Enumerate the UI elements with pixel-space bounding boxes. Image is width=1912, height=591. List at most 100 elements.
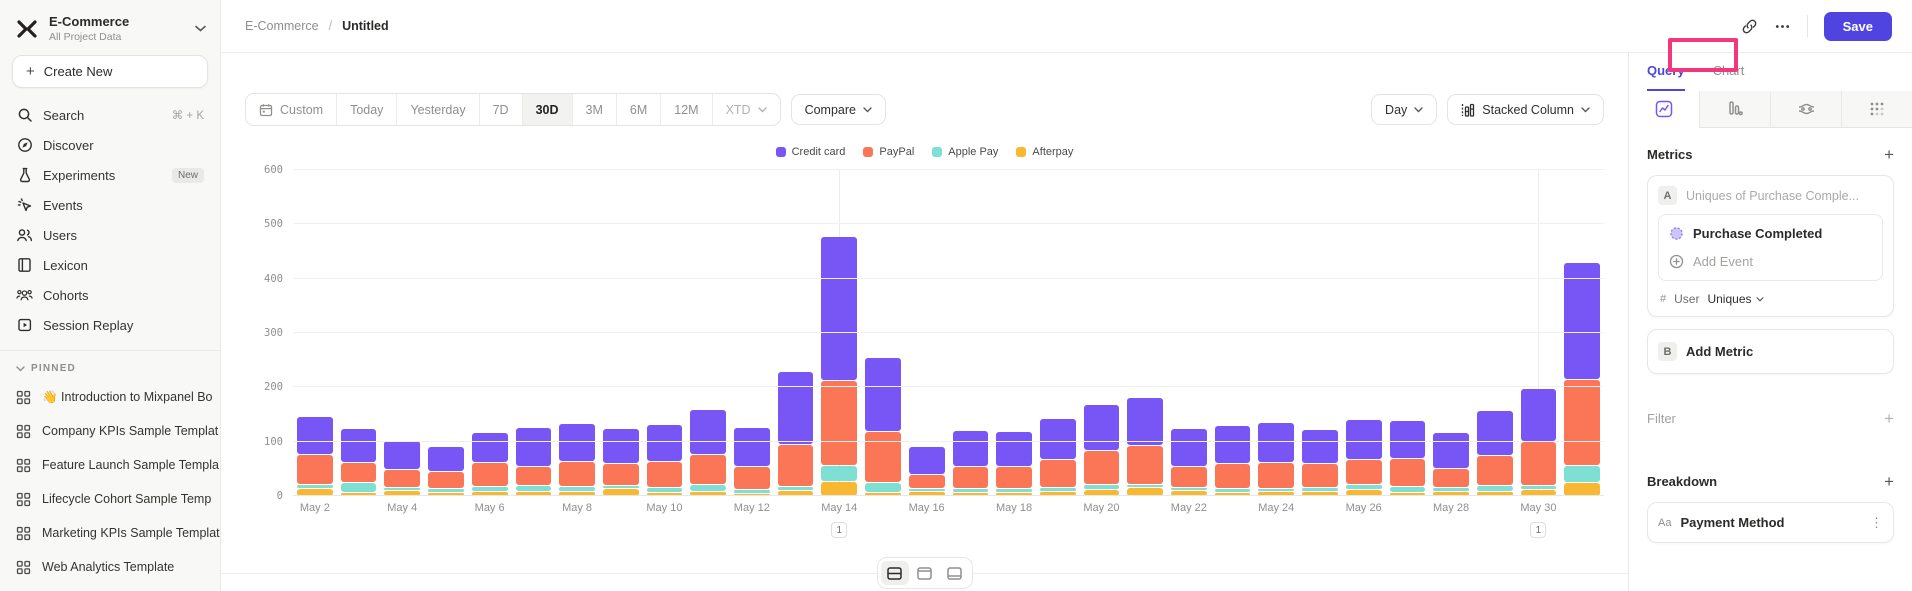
layout-chart-only-button[interactable] <box>911 561 939 585</box>
bar-may-26[interactable] <box>1342 419 1386 496</box>
date-range-7d[interactable]: 7D <box>478 94 522 125</box>
breakdown-card[interactable]: Aa Payment Method ⋮ <box>1647 502 1894 543</box>
more-options-icon[interactable] <box>1774 18 1791 35</box>
tab-insights[interactable] <box>1629 91 1699 128</box>
chart-type-dropdown[interactable]: Stacked Column <box>1447 94 1604 125</box>
event-selector[interactable]: Purchase Completed Add Event <box>1658 214 1883 281</box>
bar-may-5[interactable] <box>424 447 468 496</box>
bar-may-20[interactable] <box>1080 404 1124 496</box>
add-breakdown-plus-icon[interactable]: + <box>1884 472 1894 491</box>
toolbar-left: Custom Today Yesterday 7D 30D 3M 6M 12M XTD Comp… <box>245 93 886 126</box>
sidebar-item-events[interactable]: Events <box>0 190 220 220</box>
bar-may-19[interactable] <box>1036 419 1080 496</box>
bar-may-24[interactable] <box>1254 423 1298 496</box>
bar-may-17[interactable] <box>949 431 993 496</box>
date-range-3m[interactable]: 3M <box>571 94 616 125</box>
new-badge: New <box>171 167 204 183</box>
bar-may-10[interactable] <box>643 424 687 496</box>
bar-may-21[interactable] <box>1123 397 1167 496</box>
save-button[interactable]: Save <box>1823 11 1892 41</box>
board-grid-icon <box>16 424 32 439</box>
bar-may-28[interactable] <box>1429 432 1473 496</box>
bar-may-30[interactable] <box>1517 389 1561 496</box>
metric-card-a[interactable]: A Uniques of Purchase Comple... Purchase… <box>1647 175 1894 317</box>
bar-segment-afterpay <box>865 492 901 496</box>
date-range-yesterday[interactable]: Yesterday <box>396 94 478 125</box>
add-metric-plus-icon[interactable]: + <box>1884 145 1894 164</box>
pinned-section-header[interactable]: PINNED <box>0 359 220 380</box>
bar-may-8[interactable] <box>555 424 599 496</box>
create-new-button[interactable]: + Create New <box>12 55 208 89</box>
bar-may-7[interactable] <box>512 427 556 496</box>
pinned-item-marketing-kpis-sample-templat[interactable]: Marketing KPIs Sample Templat <box>0 516 220 550</box>
bar-may-14[interactable] <box>817 237 861 496</box>
compare-button[interactable]: Compare <box>790 94 886 125</box>
bar-may-12[interactable] <box>730 428 774 496</box>
pinned-item-introduction-to-mixpanel-bo[interactable]: 👋 Introduction to Mixpanel Bo <box>0 380 220 414</box>
tab-funnels[interactable] <box>1699 91 1770 128</box>
annotation-badge-may-30[interactable]: 1 <box>1530 522 1547 538</box>
granularity-dropdown[interactable]: Day <box>1371 94 1438 125</box>
bar-segment-afterpay <box>1127 488 1164 496</box>
metrics-title: Metrics <box>1647 147 1693 162</box>
bar-may-15[interactable] <box>861 358 905 496</box>
tab-retention[interactable] <box>1841 91 1912 128</box>
aggregation-type[interactable]: Uniques <box>1707 292 1763 306</box>
sidebar-item-users[interactable]: Users <box>0 220 220 250</box>
bar-may-11[interactable] <box>686 410 730 496</box>
bar-may-29[interactable] <box>1473 411 1517 496</box>
legend-item-credit-card[interactable]: Credit card <box>775 146 845 158</box>
tab-flows[interactable] <box>1770 91 1841 128</box>
date-range-30d[interactable]: 30D <box>521 94 572 125</box>
bar-segment-credit-card <box>1345 419 1382 459</box>
sidebar-item-lexicon[interactable]: Lexicon <box>0 250 220 280</box>
aggregation-row[interactable]: # User Uniques <box>1658 292 1883 306</box>
sidebar-item-cohorts[interactable]: Cohorts <box>0 280 220 310</box>
sidebar-item-search[interactable]: Search ⌘ + K <box>0 100 220 130</box>
gridline-y-500 <box>293 223 1604 225</box>
add-filter-plus-icon[interactable]: + <box>1884 409 1894 428</box>
bar-may-31[interactable] <box>1560 263 1604 496</box>
pinned-item-web-analytics-template[interactable]: Web Analytics Template <box>0 550 220 584</box>
sidebar-item-session-replay[interactable]: Session Replay <box>0 310 220 340</box>
bar-segment-apple-pay <box>734 490 770 493</box>
bar-may-16[interactable] <box>905 446 949 496</box>
bar-may-18[interactable] <box>992 431 1036 496</box>
add-metric-card[interactable]: B Add Metric <box>1647 329 1894 374</box>
annotation-badge-may-14[interactable]: 1 <box>831 522 848 538</box>
tab-chart[interactable]: Chart <box>1712 63 1745 78</box>
sidebar-item-experiments[interactable]: Experiments New <box>0 160 220 190</box>
bar-may-6[interactable] <box>468 432 512 496</box>
pinned-item-feature-launch-sample-templa[interactable]: Feature Launch Sample Templa <box>0 448 220 482</box>
legend-item-paypal[interactable]: PayPal <box>863 146 914 158</box>
layout-table-only-button[interactable] <box>941 561 969 585</box>
bar-may-23[interactable] <box>1211 426 1255 496</box>
layout-split-button[interactable] <box>880 561 909 585</box>
add-event-row[interactable]: Add Event <box>1669 254 1872 269</box>
tab-query[interactable]: Query <box>1647 63 1685 91</box>
legend-item-afterpay[interactable]: Afterpay <box>1016 146 1073 158</box>
date-range-today[interactable]: Today <box>336 94 396 125</box>
bar-may-13[interactable] <box>774 372 818 496</box>
date-range-xtd[interactable]: XTD <box>711 94 780 125</box>
bar-may-3[interactable] <box>337 429 381 496</box>
bar-may-27[interactable] <box>1386 420 1430 496</box>
breadcrumb-project[interactable]: E-Commerce <box>245 19 319 33</box>
legend-item-apple-pay[interactable]: Apple Pay <box>932 146 998 158</box>
pinned-item-company-kpis-sample-templat[interactable]: Company KPIs Sample Templat <box>0 414 220 448</box>
bar-may-25[interactable] <box>1298 429 1342 496</box>
bar-may-9[interactable] <box>599 428 643 496</box>
bar-may-2[interactable] <box>293 416 337 496</box>
bar-may-22[interactable] <box>1167 428 1211 496</box>
copy-link-icon[interactable] <box>1741 18 1758 35</box>
breadcrumb-report-name[interactable]: Untitled <box>342 19 389 33</box>
project-switcher[interactable]: E-Commerce All Project Data <box>0 10 220 53</box>
sidebar-item-discover[interactable]: Discover <box>0 130 220 160</box>
bar-segment-afterpay <box>1083 489 1120 496</box>
pinned-item-lifecycle-cohort-sample-temp[interactable]: Lifecycle Cohort Sample Temp <box>0 482 220 516</box>
date-range-6m[interactable]: 6M <box>615 94 660 125</box>
kebab-menu-icon[interactable]: ⋮ <box>1870 514 1883 530</box>
date-range-custom[interactable]: Custom <box>246 94 336 125</box>
date-range-12m[interactable]: 12M <box>660 94 711 125</box>
bar-may-4[interactable] <box>380 440 424 496</box>
